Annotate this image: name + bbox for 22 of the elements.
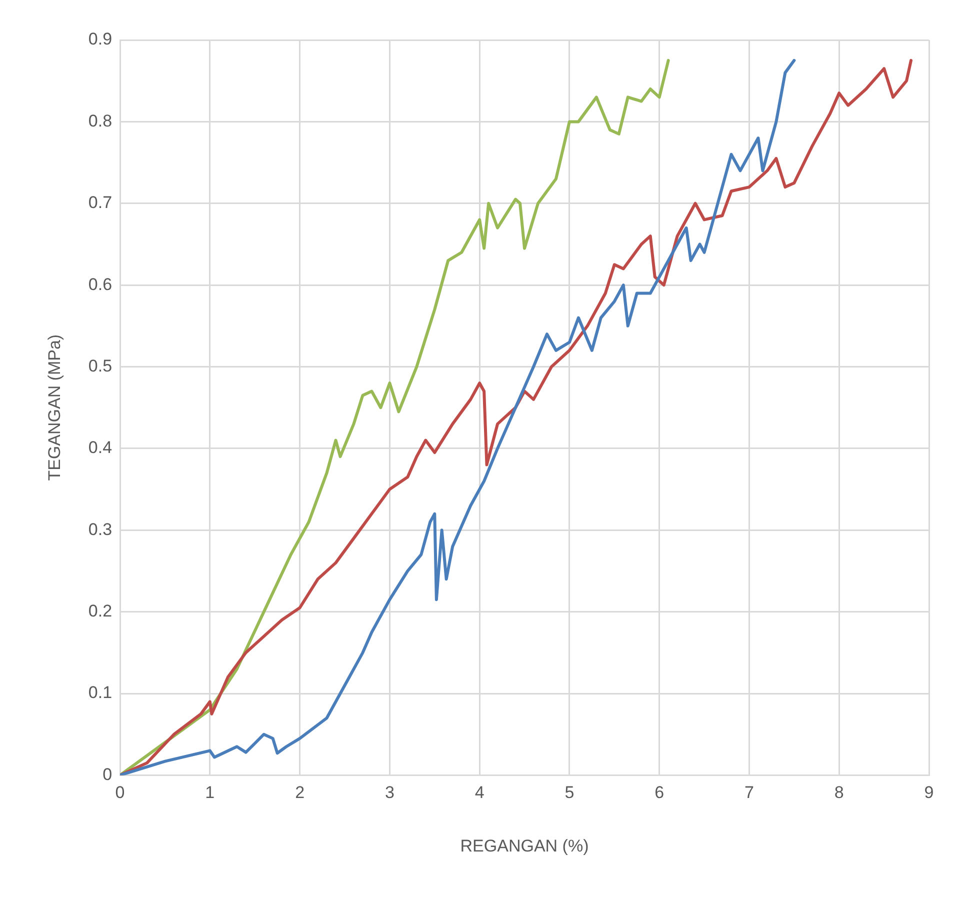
y-axis-title: TEGANGAN (MPa) bbox=[44, 334, 64, 481]
x-tick-label: 3 bbox=[384, 783, 394, 802]
y-tick-label: 0.5 bbox=[88, 356, 112, 376]
x-axis-title: REGANGAN (%) bbox=[460, 836, 589, 856]
x-tick-label: 4 bbox=[474, 783, 484, 802]
x-tick-label: 0 bbox=[115, 783, 125, 802]
x-tick-label: 7 bbox=[744, 783, 754, 802]
y-tick-label: 0.6 bbox=[88, 274, 112, 294]
y-tick-label: 0.4 bbox=[88, 438, 112, 458]
x-tick-label: 2 bbox=[295, 783, 305, 802]
y-tick-label: 0.9 bbox=[88, 30, 112, 49]
x-tick-label: 5 bbox=[564, 783, 574, 802]
x-tick-label: 8 bbox=[834, 783, 844, 802]
y-tick-label: 0.7 bbox=[88, 193, 112, 212]
x-tick-label: 1 bbox=[205, 783, 215, 802]
y-tick-label: 0.8 bbox=[88, 111, 112, 130]
x-tick-label: 6 bbox=[654, 783, 664, 802]
y-tick-label: 0.2 bbox=[88, 602, 112, 621]
y-tick-label: 0 bbox=[102, 764, 112, 784]
y-tick-label: 0.1 bbox=[88, 683, 112, 702]
y-tick-label: 0.3 bbox=[88, 520, 112, 539]
x-tick-label: 9 bbox=[924, 783, 934, 802]
